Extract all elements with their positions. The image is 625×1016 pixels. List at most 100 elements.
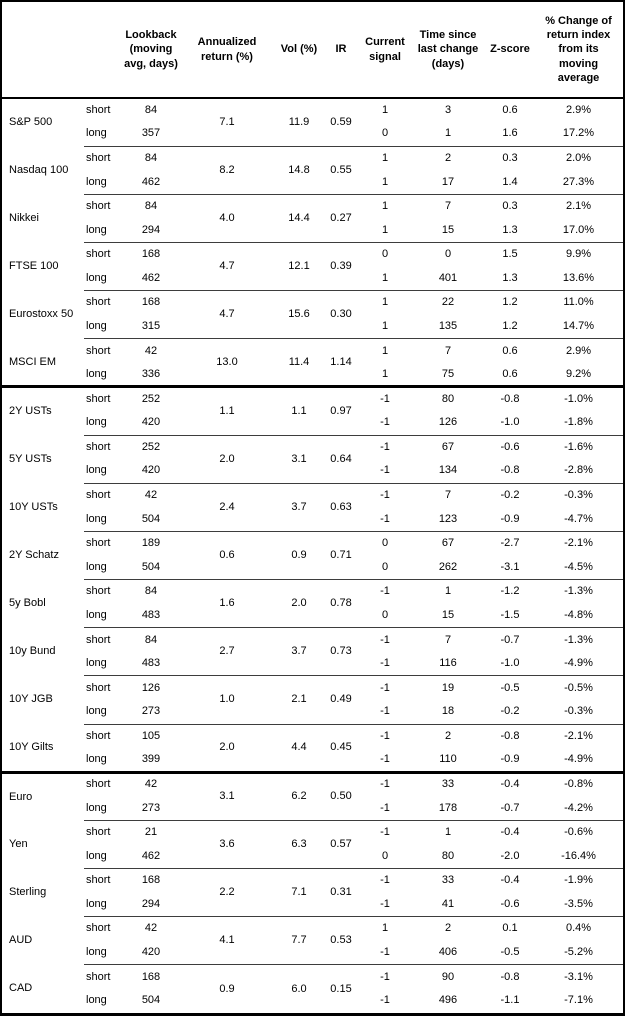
time-since-value: 7 [410,193,486,219]
side-label: long [86,512,107,525]
pct-change-value: -2.1% [534,723,623,749]
vol-value: 3.7 [276,627,322,676]
vol-value: 15.6 [276,290,322,339]
table-row: long 483 -1 116 -1.0 -4.9% [2,652,623,676]
lookback-value: 483 [141,657,161,670]
time-since-value: 116 [439,657,457,670]
pct-change-value: 9.2% [565,367,592,380]
current-signal-value: -1 [380,464,390,477]
header-annualized-return: Annualized return (%) [178,2,276,99]
vol-value: 2.0 [276,579,322,628]
asset-name: Euro [2,770,84,821]
table-row: long 357 0 1 1.6 17.2% [2,122,623,146]
header-lookback: Lookback (moving avg, days) [124,2,178,99]
table-row: Nasdaq 100 short 84 8.2 14.8 0.55 1 2 0.3 2.0% [2,145,623,195]
lookback-value: 462 [141,849,161,862]
annualized-return-value: 2.4 [178,482,276,532]
z-score-value: 0.6 [502,367,518,380]
time-since-value: 33 [410,867,486,893]
table-header: Lookback (moving avg, days) Annualized r… [2,2,623,99]
asset-name: FTSE 100 [9,260,59,273]
annualized-return-value: 1.0 [178,675,276,725]
lookback-value: 84 [124,579,178,604]
annualized-return-value: 8.2 [178,145,276,195]
time-since-value: 1 [410,579,486,604]
current-signal-value: 1 [381,271,389,284]
lookback-value: 21 [124,819,178,845]
lookback-value: 504 [141,560,161,573]
table-row: Sterling short 168 2.2 7.1 0.31 -1 33 -0.4 -1.9% [2,867,623,917]
z-score-value: -1.1 [500,994,520,1007]
z-score-value: -0.9 [500,752,520,765]
vol-value: 11.9 [288,115,310,128]
lookback-value: 189 [124,530,178,556]
side-label: short [84,723,124,749]
current-signal-value: -1 [360,867,410,893]
time-since-value: 1 [444,127,452,140]
z-score-value: -1.5 [500,608,520,621]
side-label: long [86,319,107,332]
time-since-value: 7 [410,482,486,508]
ir-value: 0.73 [322,627,360,676]
table-row: long 420 -1 406 -0.5 -5.2% [2,941,623,965]
z-score-value: -0.6 [486,434,534,460]
current-signal-value: -1 [360,434,410,460]
table-row: long 462 1 17 1.4 27.3% [2,170,623,194]
side-label: short [84,482,124,508]
current-signal-value: -1 [360,482,410,508]
side-label: short [84,627,124,652]
vol-value: 4.4 [276,723,322,773]
current-signal-value: -1 [380,897,390,910]
z-score-value: -0.9 [500,512,520,525]
pct-change-value: -4.8% [564,608,593,621]
pct-change-value: -5.2% [564,946,593,959]
pct-change-value: -0.3% [564,705,593,718]
ir-value: 0.39 [322,241,360,291]
z-score-value: 1.6 [502,127,518,140]
side-label: long [86,175,107,188]
table-row: Eurostoxx 50 short 168 4.7 15.6 0.30 1 22 1.2 11.… [2,290,623,339]
pct-change-value: -1.9% [534,867,623,893]
header-ir: IR [322,2,360,99]
lookback-value: 105 [124,723,178,749]
lookback-value: 294 [141,897,161,910]
lookback-value: 168 [124,964,178,989]
time-since-value: 178 [438,801,458,814]
vol-value: 6.0 [276,964,322,1013]
time-since-value: 67 [410,530,486,556]
pct-change-value: 0.4% [534,916,623,941]
z-score-value: -3.1 [500,560,520,573]
side-label: long [86,271,107,284]
annualized-return-value: 13.0 [178,338,276,387]
z-score-value: -0.8 [486,964,534,989]
lookback-value: 462 [141,271,161,284]
header-pct-change-from-moving-average: % Change of return index from its moving… [534,2,623,99]
asset-name: MSCI EM [9,355,57,368]
current-signal-value: -1 [380,512,390,525]
pct-change-value: 14.7% [562,319,595,332]
annualized-return-value: 4.0 [178,193,276,243]
pct-change-value: 27.3% [562,175,595,188]
z-score-value: -0.8 [486,385,534,412]
current-signal-value: 1 [360,916,410,941]
time-since-value: 496 [438,994,458,1007]
asset-name: Eurostoxx 50 [9,308,74,321]
lookback-value: 483 [141,608,161,621]
z-score-value: -0.8 [486,723,534,749]
time-since-value: 80 [410,385,486,412]
z-score-value: 1.3 [502,223,518,236]
time-since-value: 90 [410,964,486,989]
lookback-value: 462 [141,175,161,188]
table-row: long 504 -1 496 -1.1 -7.1% [2,989,623,1013]
time-since-value: 41 [441,897,455,910]
side-label: short [84,434,124,460]
pct-change-value: 13.6% [562,271,595,284]
side-label: long [86,849,107,862]
z-score-value: -1.0 [500,416,520,429]
current-signal-value: -1 [380,994,390,1007]
vol-value: 2.1 [276,675,322,725]
side-label: short [84,290,124,315]
ir-value: 0.63 [322,482,360,532]
annualized-return-value: 4.1 [178,916,276,965]
